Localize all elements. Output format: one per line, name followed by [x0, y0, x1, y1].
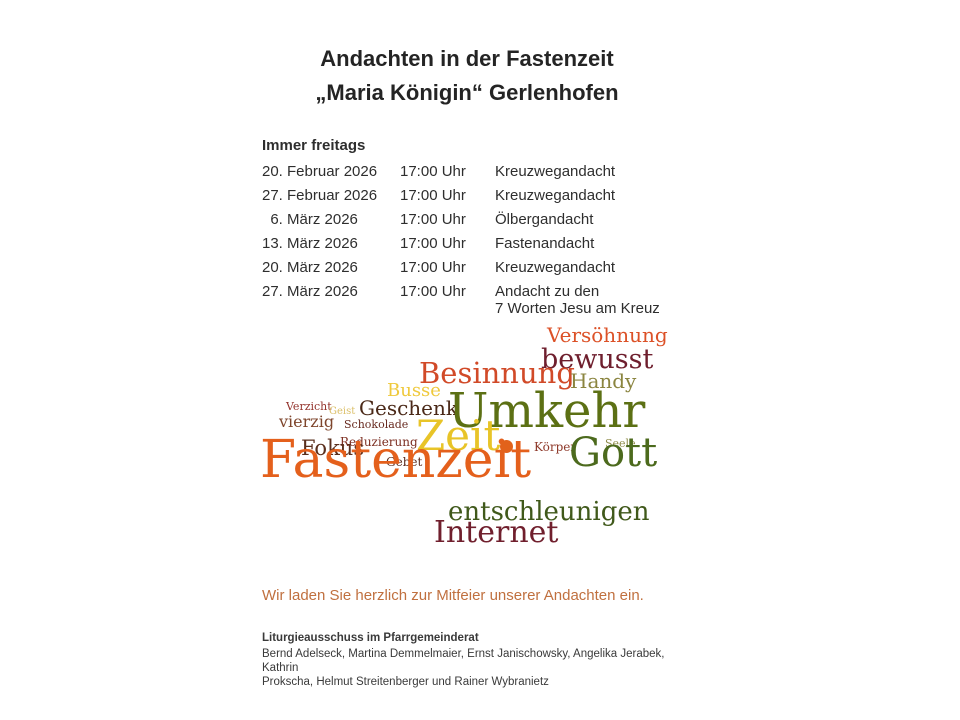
cloud-word-reduzierung: Reduzierung — [340, 435, 418, 449]
schedule-row: 20. Februar 2026 17:00 Uhr Kreuzwegandacht — [262, 163, 662, 180]
schedule-time: 17:00 Uhr — [400, 235, 466, 252]
schedule-event: Andacht zu den 7 Worten Jesu am Kreuz — [495, 283, 660, 317]
footer-names: Bernd Adelseck, Martina Demmelmaier, Ern… — [262, 648, 665, 688]
cloud-word-besinnung: Besinnung — [419, 356, 575, 390]
schedule-row: 27. März 2026 17:00 Uhr Andacht zu den 7 W… — [262, 283, 662, 317]
schedule-time: 17:00 Uhr — [400, 211, 466, 228]
cloud-word-umkehr: Umkehr — [448, 383, 646, 439]
cloud-word-handy: Handy — [570, 369, 637, 393]
cloud-word-versöhnung: Versöhnung — [547, 323, 668, 347]
cloud-word-schokolade: Schokolade — [344, 418, 409, 431]
schedule-date: 27. März 2026 — [262, 283, 358, 300]
page-title-line2: „Maria Königin“ Gerlenhofen — [315, 80, 619, 106]
cloud-word-entschleunigen: entschleunigen — [448, 497, 650, 527]
schedule-event: Kreuzwegandacht — [495, 259, 616, 276]
cloud-word-seele: Seele — [605, 437, 636, 450]
schedule-event: Ölbergandacht — [495, 211, 594, 228]
schedule-rows: 20. Februar 2026 17:00 Uhr Kreuzwegandacht… — [262, 163, 662, 317]
page-title: Andachten in der Fastenzeit „Maria König… — [262, 42, 672, 110]
schedule-date: 27. Februar 2026 — [262, 187, 378, 204]
schedule-time: 17:00 Uhr — [400, 283, 466, 300]
schedule-date: 13. März 2026 — [262, 235, 358, 252]
cloud-word-vierzig: vierzig — [279, 412, 335, 431]
schedule-row: 13. März 2026 17:00 Uhr Fastenandacht — [262, 235, 662, 252]
schedule-event: Kreuzwegandacht — [495, 163, 616, 180]
schedule-row: 27. Februar 2026 17:00 Uhr Kreuzwegandacht — [262, 187, 662, 204]
footer-heading: Liturgieausschuss im Pfarrgemeinderat — [262, 632, 479, 644]
cloud-word-bewusst: bewusst — [541, 344, 654, 375]
schedule-date: 6. März 2026 — [262, 211, 358, 228]
cloud-word-fastenzeit: Fastenzeit — [260, 430, 532, 490]
cloud-word-geschenk: Geschenk — [359, 396, 458, 420]
cloud-word-fokus: Fokus — [301, 436, 365, 460]
schedule-time: 17:00 Uhr — [400, 163, 466, 180]
schedule-heading: Immer freitags — [262, 137, 366, 154]
schedule: Immer freitags 20. Februar 2026 17:00 Uhr… — [262, 137, 662, 324]
schedule-row: 20. März 2026 17:00 Uhr Kreuzwegandacht — [262, 259, 662, 276]
cloud-word-verzicht: Verzicht — [286, 400, 332, 413]
schedule-date: 20. Februar 2026 — [262, 163, 378, 180]
word-cloud: Versöhnung bewusst Besinnung Handy Busse Verz… — [258, 320, 668, 568]
page-title-line1: Andachten in der Fastenzeit — [320, 46, 614, 71]
schedule-date: 20. März 2026 — [262, 259, 358, 276]
invitation: Wir laden Sie herzlich zur Mitfeier unse… — [262, 587, 644, 604]
schedule-event: Kreuzwegandacht — [495, 187, 616, 204]
cloud-word-internet: Internet — [434, 515, 559, 550]
schedule-event: Fastenandacht — [495, 235, 595, 252]
cloud-word-geist: Geist — [329, 406, 356, 417]
cloud-word-gott: Gott — [569, 430, 658, 476]
cloud-word-busse: Busse — [387, 380, 441, 401]
schedule-time: 17:00 Uhr — [400, 259, 466, 276]
schedule-time: 17:00 Uhr — [400, 187, 466, 204]
cloud-word-körper: Körper — [534, 440, 577, 454]
cloud-accent-dot — [500, 440, 513, 453]
cloud-word-gebet: Gebet — [386, 455, 423, 469]
schedule-row: 6. März 2026 17:00 Uhr Ölbergandacht — [262, 211, 662, 228]
footer: Liturgieausschuss im Pfarrgemeinderat Be… — [262, 631, 686, 689]
cloud-word-zeit: Zeit — [416, 411, 501, 460]
